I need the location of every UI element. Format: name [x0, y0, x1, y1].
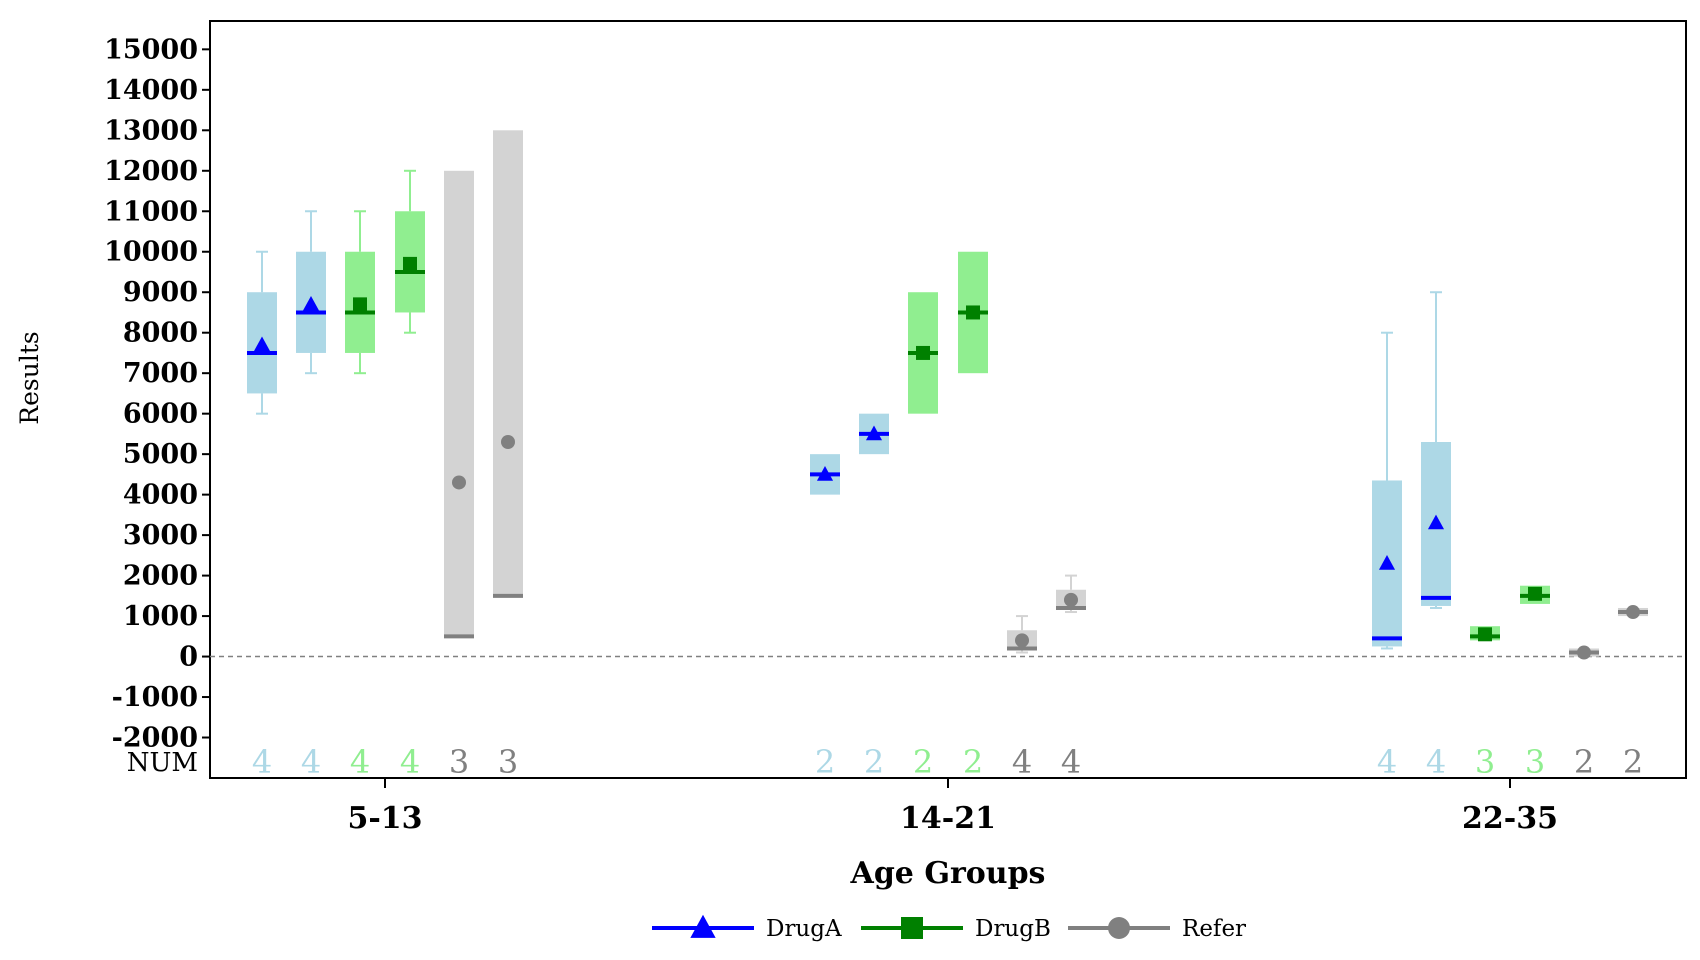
- box-iqr: [444, 170, 474, 637]
- count-label: 3: [1475, 743, 1495, 781]
- count-label: 4: [252, 743, 272, 781]
- count-label: 3: [449, 743, 469, 781]
- y-tick-label: 10000: [104, 237, 198, 268]
- count-label: 4: [1061, 743, 1081, 781]
- count-label: 3: [498, 743, 518, 781]
- legend-marker: [901, 917, 923, 939]
- box-drugb: [908, 292, 938, 414]
- mean-marker: [1015, 633, 1029, 648]
- legend-label: Refer: [1182, 916, 1246, 942]
- count-label: 4: [400, 743, 420, 781]
- box-druga: [1372, 331, 1402, 650]
- legend-label: DrugA: [766, 916, 842, 942]
- box-refer: [493, 130, 523, 598]
- x-axis-title: Age Groups: [850, 856, 1046, 891]
- y-tick-label: 12000: [104, 156, 198, 187]
- mean-marker: [1064, 592, 1078, 607]
- legend-label: DrugB: [975, 916, 1051, 942]
- count-label: 2: [963, 743, 983, 781]
- mean-marker: [1577, 645, 1591, 660]
- mean-marker: [353, 297, 367, 312]
- count-row-label: NUM: [127, 748, 198, 778]
- box-druga: [296, 210, 326, 375]
- count-label: 2: [864, 743, 884, 781]
- y-tick-label: 15000: [104, 34, 198, 65]
- mean-marker: [1378, 555, 1396, 570]
- legend-marker: [690, 914, 716, 938]
- box-druga: [247, 250, 277, 415]
- y-tick-label: 14000: [104, 75, 198, 106]
- y-tick-label: 1000: [123, 601, 198, 632]
- count-label: 2: [815, 743, 835, 781]
- count-label: 2: [1623, 743, 1643, 781]
- y-tick-label: 2000: [123, 561, 198, 592]
- box-refer: [1618, 605, 1648, 620]
- box-drugb: [345, 210, 375, 375]
- y-tick-label: 8000: [123, 318, 198, 349]
- count-label: 4: [1377, 743, 1397, 781]
- count-label: 2: [913, 743, 933, 781]
- y-tick-label: 9000: [123, 277, 198, 308]
- x-tick-label: 22-35: [1462, 801, 1558, 836]
- y-tick-label: 4000: [123, 480, 198, 511]
- mean-marker: [1427, 514, 1445, 530]
- box-drugb: [395, 169, 425, 334]
- mean-marker: [1528, 586, 1542, 601]
- box-iqr: [493, 130, 523, 596]
- box-druga: [1421, 291, 1451, 609]
- box-refer: [1007, 615, 1037, 654]
- y-tick-label: 11000: [104, 196, 198, 227]
- y-tick-label: -1000: [112, 682, 198, 713]
- box-refer: [1056, 574, 1086, 614]
- y-tick-label: 13000: [104, 115, 198, 146]
- y-tick-label: 0: [179, 642, 198, 673]
- legend-marker: [1108, 917, 1130, 939]
- box-druga: [810, 454, 840, 495]
- count-label: 4: [1012, 743, 1032, 781]
- box-refer: [1569, 645, 1599, 660]
- legend-item-druga: DrugA: [652, 914, 842, 942]
- y-axis-title: Results: [15, 331, 44, 424]
- box-refer: [444, 170, 474, 639]
- mean-marker: [1626, 605, 1640, 620]
- mean-marker: [816, 465, 834, 481]
- y-tick-label: 6000: [123, 399, 198, 430]
- count-label: 2: [1574, 743, 1594, 781]
- box-drugb: [1470, 626, 1500, 642]
- box-drugb: [958, 251, 988, 374]
- mean-marker: [966, 305, 980, 320]
- mean-marker: [403, 256, 417, 271]
- mean-marker: [501, 435, 515, 450]
- y-tick-label: 3000: [123, 520, 198, 551]
- y-tick-label: 5000: [123, 439, 198, 470]
- y-tick-label: 7000: [123, 358, 198, 389]
- legend-item-drugb: DrugB: [861, 916, 1051, 942]
- count-label: 4: [350, 743, 370, 781]
- plot-frame: [209, 20, 1687, 779]
- count-label: 4: [1426, 743, 1446, 781]
- x-tick-label: 14-21: [900, 801, 996, 836]
- count-label: 4: [301, 743, 321, 781]
- box-drugb: [1520, 585, 1550, 604]
- mean-marker: [916, 345, 930, 360]
- mean-marker: [865, 425, 883, 441]
- mean-marker: [452, 475, 466, 490]
- mean-marker: [253, 336, 271, 352]
- y-tick-label: -2000: [112, 723, 198, 754]
- legend-item-refer: Refer: [1068, 916, 1246, 942]
- box-druga: [859, 413, 889, 455]
- mean-marker: [302, 295, 320, 311]
- mean-marker: [1478, 627, 1492, 642]
- count-label: 3: [1525, 743, 1545, 781]
- x-tick-label: 5-13: [347, 801, 422, 836]
